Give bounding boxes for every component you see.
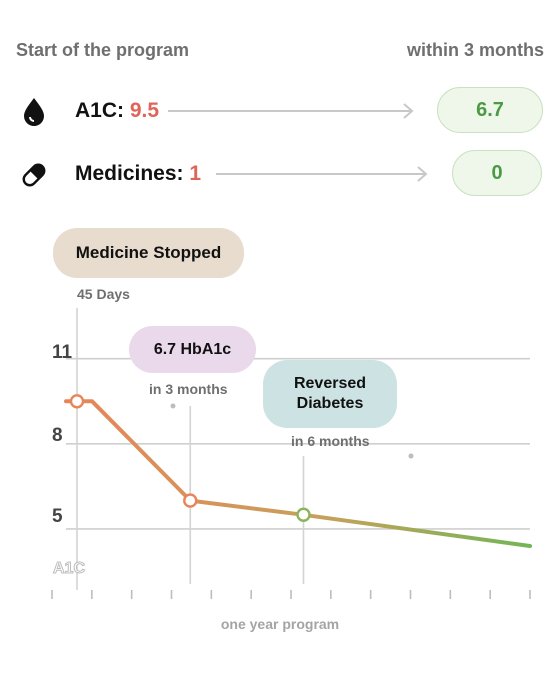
a1c-label: A1C: 9.5 <box>75 99 160 122</box>
decor-dot <box>170 403 176 409</box>
hba1c-bubble: 6.7 HbA1c <box>129 326 256 373</box>
medicines-label: Medicines: 1 <box>75 162 202 185</box>
hba1c-caption: in 3 months <box>149 381 228 397</box>
reversed-diabetes-bubble: Reversed Diabetes <box>263 360 397 428</box>
data-point-0 <box>69 394 85 409</box>
a1c-start-value: 9.5 <box>129 99 160 122</box>
medicines-row: Medicines: 1 0 <box>0 150 560 200</box>
medicine-stopped-bubble: Medicine Stopped <box>53 228 244 278</box>
medicine-stopped-caption: 45 Days <box>77 286 130 302</box>
pill-icon <box>22 163 46 187</box>
x-axis-label: one year program <box>220 616 340 632</box>
medicines-target-pill: 0 <box>452 150 542 196</box>
medicines-start-value: 1 <box>189 162 202 185</box>
reversed-caption: in 6 months <box>291 433 370 449</box>
y-tick-label-8: 8 <box>52 425 63 446</box>
x-tick-marks <box>51 590 531 599</box>
y-axis-label: A1C <box>52 560 86 578</box>
three-month-header: within 3 months <box>407 40 544 60</box>
reversed-line1: Reversed <box>293 375 367 392</box>
a1c-line-chart <box>51 308 532 599</box>
medicines-arrow-icon <box>216 166 428 182</box>
drop-icon <box>24 98 44 126</box>
a1c-row: A1C: 9.5 6.7 <box>0 87 560 137</box>
reversed-line2: Diabetes <box>296 395 364 412</box>
milestone-markers <box>69 394 311 522</box>
a1c-target-pill: 6.7 <box>437 87 543 133</box>
start-header: Start of the program <box>16 40 190 60</box>
data-point-1 <box>183 493 198 508</box>
y-tick-label-11: 11 <box>52 342 73 363</box>
a1c-arrow-icon <box>168 103 414 119</box>
y-tick-label-5: 5 <box>52 506 63 527</box>
decor-dot <box>408 453 414 459</box>
data-point-2 <box>296 507 311 522</box>
